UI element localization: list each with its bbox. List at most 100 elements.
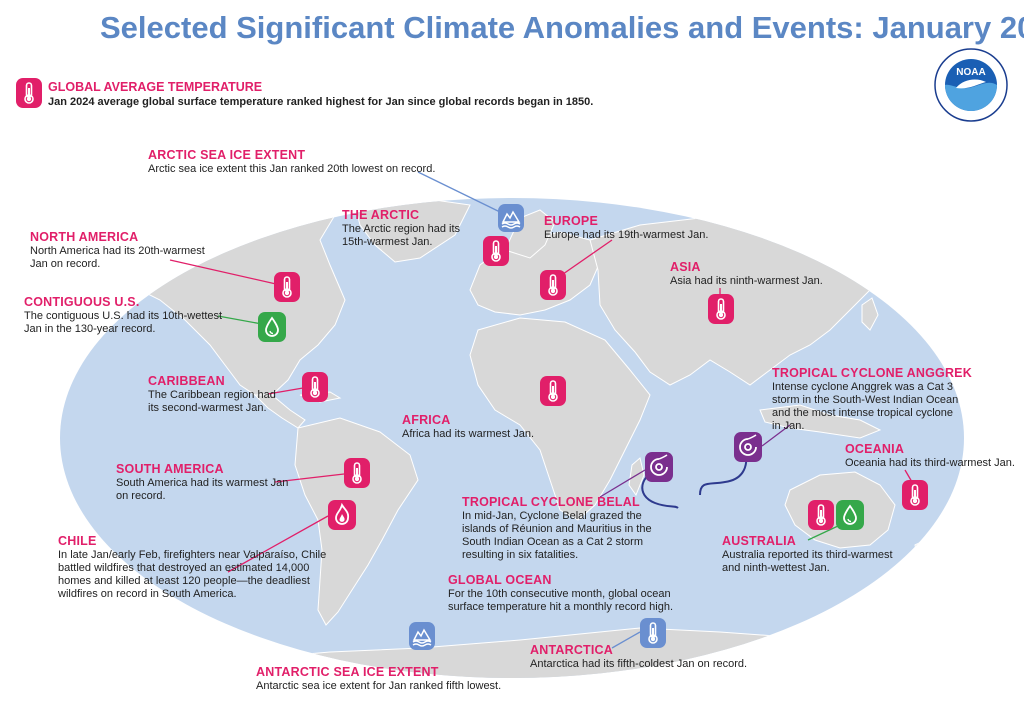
label-text: Jan in the 130-year record.: [24, 323, 156, 335]
land-japan: [861, 297, 879, 331]
leader-anggrek: [761, 424, 791, 447]
icon-asia-thermo: [708, 294, 734, 324]
label-heading: CARIBBEAN: [148, 374, 225, 388]
icon-chile-fire: [328, 500, 356, 530]
label-heading: AFRICA: [402, 413, 451, 427]
land-madagascar: [628, 457, 645, 497]
label-antarctica: ANTARCTICA Antarctica had its fifth-cold…: [530, 643, 747, 671]
label-heading: GLOBAL OCEAN: [448, 573, 552, 587]
label-chile: CHILE In late Jan/early Feb, firefighter…: [58, 534, 326, 601]
leader-contiguous-us: [217, 315, 263, 325]
label-heading: NORTH AMERICA: [30, 230, 139, 244]
label-heading: ANTARCTIC SEA ICE EXTENT: [256, 665, 439, 679]
label-heading: AUSTRALIA: [722, 534, 797, 548]
label-africa: AFRICA Africa had its warmest Jan.: [402, 413, 534, 441]
icon-arctic-thermo: [483, 236, 509, 266]
label-heading: THE ARCTIC: [342, 208, 420, 222]
label-europe: EUROPE Europe had its 19th-warmest Jan.: [544, 214, 708, 242]
label-text: Oceania had its third-warmest Jan.: [845, 457, 1015, 469]
label-text: In late Jan/early Feb, firefighters near…: [58, 549, 327, 561]
global-temp-text: Jan 2024 average global surface temperat…: [48, 96, 594, 108]
label-text: In mid-Jan, Cyclone Belal grazed the: [462, 510, 642, 522]
label-asia: ASIA Asia had its ninth-warmest Jan.: [670, 260, 823, 288]
label-text: Jan on record.: [30, 258, 101, 270]
label-text: homes and killed at least 120 people—the…: [58, 575, 310, 587]
label-text: Antarctica had its fifth-coldest Jan on …: [530, 658, 748, 670]
label-heading: CONTIGUOUS U.S.: [24, 295, 140, 309]
leader-australia: [807, 525, 839, 541]
label-text: islands of Réunion and Mauritius in the: [462, 523, 652, 535]
global-temp-block: GLOBAL AVERAGE TEMPERATURE Jan 2024 aver…: [48, 80, 593, 108]
label-australia: AUSTRALIA Australia reported its third-w…: [722, 534, 893, 575]
label-text: Africa had its warmest Jan.: [402, 428, 535, 440]
icon-africa-thermo: [540, 376, 566, 406]
land-south-america: [294, 417, 419, 626]
noaa-logo: NOAA: [934, 48, 1008, 122]
icon-south-america-thermo: [344, 458, 370, 488]
page-title: Selected Significant Climate Anomalies a…: [100, 10, 1024, 45]
label-text: wildfires on record in South America.: [58, 588, 237, 600]
label-text: in Jan.: [772, 420, 805, 432]
label-belal: TROPICAL CYCLONE BELAL In mid-Jan, Cyclo…: [462, 495, 652, 562]
leader-caribbean: [267, 387, 304, 395]
label-north-america: NORTH AMERICA North America had its 20th…: [30, 230, 205, 271]
leader-south-america: [274, 473, 345, 483]
leader-arctic-ice: [417, 171, 501, 213]
label-arctic-ice: ARCTIC SEA ICE EXTENT Arctic sea ice ext…: [148, 148, 435, 176]
label-text: North America had its 20th-warmest: [30, 245, 205, 257]
label-heading: ANTARCTICA: [530, 643, 614, 657]
icon-oceania-thermo: [902, 480, 928, 510]
global-temp-heading: GLOBAL AVERAGE TEMPERATURE: [48, 80, 263, 94]
label-text: and the most intense tropical cyclone: [772, 407, 953, 419]
label-arctic: THE ARCTIC The Arctic region had its 15t…: [342, 208, 460, 249]
label-anggrek: TROPICAL CYCLONE ANGGREK Intense cyclone…: [772, 366, 972, 433]
noaa-logo-text: NOAA: [956, 67, 985, 78]
land-indonesia: [759, 404, 882, 439]
leader-chile: [227, 515, 329, 573]
leader-belal: [599, 469, 646, 498]
label-text: The Arctic region had its: [342, 223, 461, 235]
label-text: The contiguous U.S. had its 10th-wettest: [24, 310, 223, 322]
icon-global-temp: [16, 78, 42, 108]
label-text: Antarctic sea ice extent for Jan ranked …: [256, 680, 502, 692]
icon-antarctica-thermo: [640, 618, 666, 648]
label-text: South Indian Ocean as a Cat 2 storm: [462, 536, 643, 548]
label-heading: TROPICAL CYCLONE ANGGREK: [772, 366, 972, 380]
label-global-ocean: GLOBAL OCEAN For the 10th consecutive mo…: [448, 573, 673, 614]
label-text: For the 10th consecutive month, global o…: [448, 588, 671, 600]
label-antarctic-ice: ANTARCTIC SEA ICE EXTENT Antarctic sea i…: [256, 665, 501, 693]
label-text: The Caribbean region had: [148, 389, 276, 401]
label-text: Arctic sea ice extent this Jan ranked 20…: [148, 163, 436, 175]
icon-europe-thermo: [540, 270, 566, 300]
label-text: surface temperature hit a monthly record…: [448, 601, 674, 613]
label-heading: TROPICAL CYCLONE BELAL: [462, 495, 640, 509]
land-new-zealand: [914, 539, 931, 570]
icon-australia-drop: [836, 500, 864, 530]
label-south-america: SOUTH AMERICA South America had its warm…: [116, 462, 288, 503]
label-text: battled wildfires that destroyed an esti…: [58, 562, 310, 574]
label-heading: ASIA: [670, 260, 701, 274]
land-antarctica: [60, 627, 964, 678]
label-text: South America had its warmest Jan: [116, 477, 289, 489]
label-text: resulting in six fatalities.: [462, 549, 579, 561]
icon-anggrek-cyclone: [734, 432, 762, 462]
label-text: 15th-warmest Jan.: [342, 236, 433, 248]
label-text: Intense cyclone Anggrek was a Cat 3: [772, 381, 953, 393]
label-heading: SOUTH AMERICA: [116, 462, 224, 476]
label-text: storm in the South-West Indian Ocean: [772, 394, 959, 406]
label-oceania: OCEANIA Oceania had its third-warmest Ja…: [845, 442, 1015, 470]
label-text: Australia reported its third-warmest: [722, 549, 893, 561]
icon-australia-thermo: [808, 500, 834, 530]
icon-contiguous-us-drop: [258, 312, 286, 342]
track-anggrek: [699, 447, 748, 496]
icon-caribbean-thermo: [302, 372, 328, 402]
label-contiguous-us: CONTIGUOUS U.S. The contiguous U.S. had …: [24, 295, 222, 336]
label-text: its second-warmest Jan.: [148, 402, 267, 414]
icon-belal-cyclone: [645, 452, 673, 482]
label-heading: CHILE: [58, 534, 97, 548]
leader-antarctica: [611, 631, 641, 649]
leader-north-america: [169, 259, 277, 285]
land-africa: [469, 317, 651, 521]
label-text: Asia had its ninth-warmest Jan.: [670, 275, 823, 287]
label-heading: EUROPE: [544, 214, 598, 228]
